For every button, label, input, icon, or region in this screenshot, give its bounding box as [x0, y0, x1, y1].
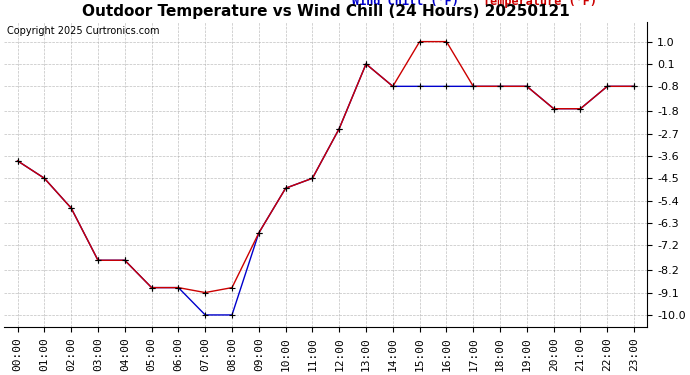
Title: Outdoor Temperature vs Wind Chill (24 Hours) 20250121: Outdoor Temperature vs Wind Chill (24 Ho…: [82, 4, 570, 19]
Text: Temperature (°F): Temperature (°F): [484, 0, 598, 8]
Text: Wind Chill (°F): Wind Chill (°F): [352, 0, 458, 8]
Text: Copyright 2025 Curtronics.com: Copyright 2025 Curtronics.com: [7, 26, 159, 36]
